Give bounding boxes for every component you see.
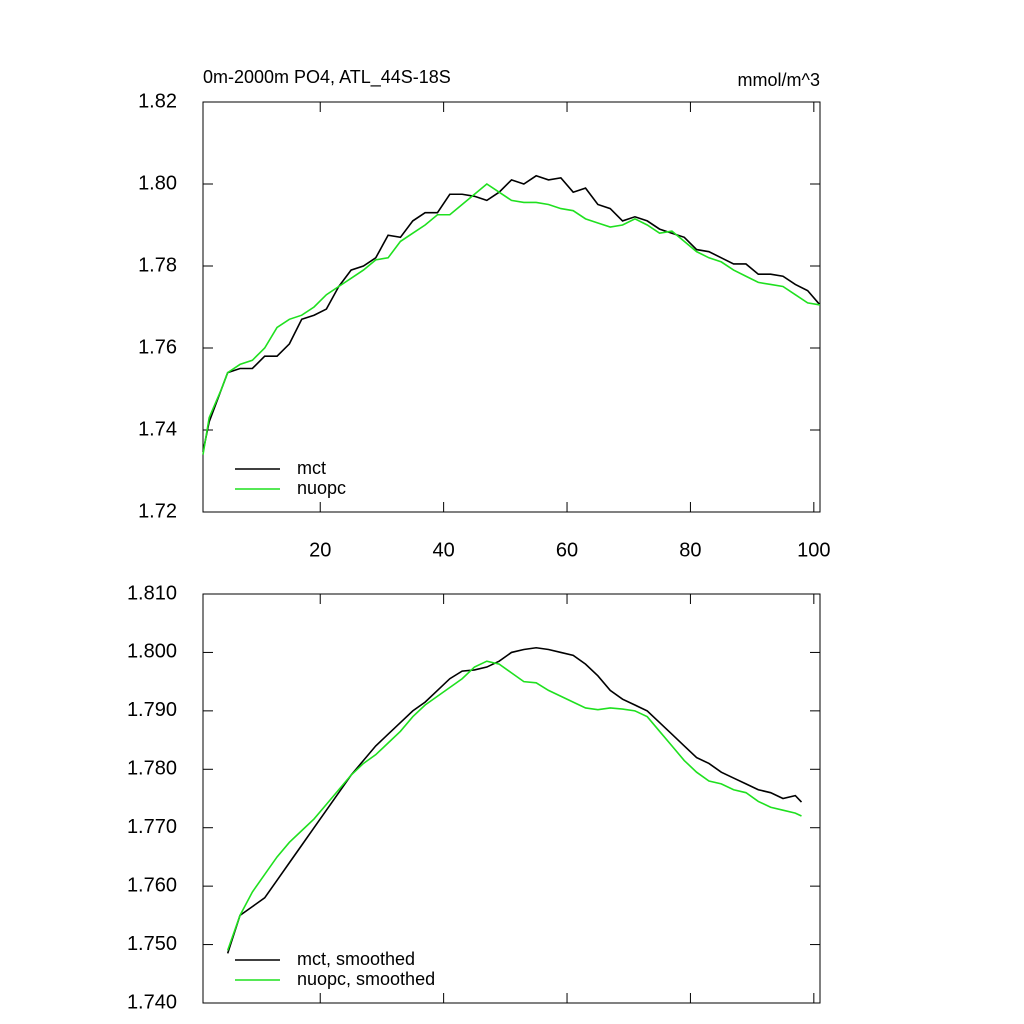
plot-frame [202,101,821,513]
data-line [226,660,802,951]
y-tick-label: 1.750 [127,933,177,955]
plot-frame [202,593,821,1004]
units-annotation: mmol/m^3 [738,70,820,90]
x-tick-label: 20 [309,539,331,561]
y-tick-label: 1.80 [138,172,177,194]
x-tick-label: 80 [679,539,701,561]
y-tick-label: 1.800 [127,641,177,663]
data-line [202,174,821,452]
y-tick-label: 1.780 [127,758,177,780]
y-tick-label: 1.790 [127,699,177,721]
y-tick-label: 1.76 [138,336,177,358]
y-tick-label: 1.78 [138,254,177,276]
y-tick-label: 1.72 [138,500,177,522]
y-tick-label: 1.770 [127,816,177,838]
legend-label: mct, smoothed [297,949,415,969]
chart-title: 0m-2000m PO4, ATL_44S-18S [203,67,451,88]
y-tick-label: 1.760 [127,874,177,896]
y-tick-label: 1.82 [138,90,177,112]
data-line [226,646,803,954]
data-line [202,183,821,455]
legend-label: nuopc [297,478,346,498]
legend-label: nuopc, smoothed [297,969,435,989]
x-tick-label: 60 [556,539,578,561]
x-tick-label: 40 [433,539,455,561]
y-tick-label: 1.74 [138,418,177,440]
x-tick-label: 100 [797,539,830,561]
y-tick-label: 1.740 [127,991,177,1013]
legend-label: mct [297,458,326,478]
y-tick-label: 1.810 [127,582,177,604]
